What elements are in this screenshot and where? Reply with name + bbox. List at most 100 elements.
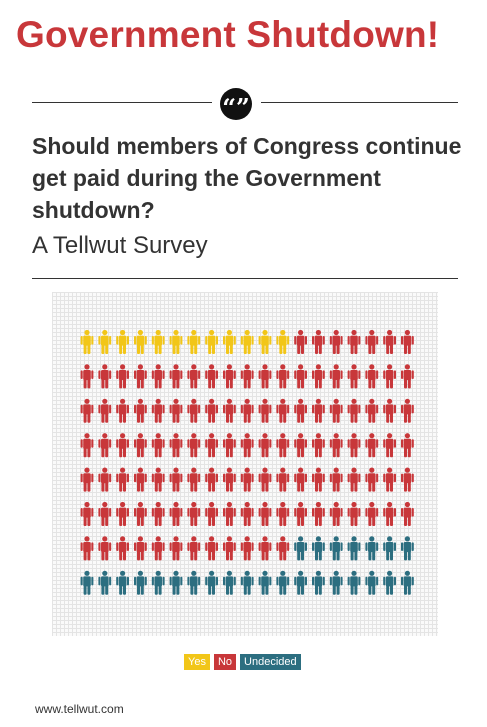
- person-icon-no: [383, 329, 396, 354]
- person-icon-no: [312, 433, 325, 458]
- person-icon-yes: [116, 329, 129, 354]
- person-icon-undecided: [347, 570, 361, 595]
- person-icon-undecided: [116, 570, 129, 595]
- person-icon-no: [401, 433, 414, 458]
- page-title: Government Shutdown!: [16, 14, 440, 55]
- person-icon-no: [365, 398, 379, 423]
- person-icon-no: [240, 398, 254, 423]
- person-icon-no: [312, 467, 325, 492]
- person-icon-yes: [223, 329, 236, 354]
- person-icon-no: [401, 398, 414, 423]
- person-icon-yes: [98, 329, 112, 354]
- person-icon-no: [116, 536, 129, 561]
- person-icon-no: [187, 467, 201, 492]
- person-icon-no: [205, 536, 218, 561]
- person-icon-no: [383, 364, 396, 389]
- person-icon-no: [169, 536, 183, 561]
- person-icon-no: [134, 501, 147, 526]
- pictograph-chart: [80, 329, 414, 595]
- person-icon-no: [134, 364, 147, 389]
- person-icon-undecided: [151, 570, 165, 595]
- person-icon-no: [401, 501, 414, 526]
- person-icon-no: [240, 536, 254, 561]
- person-icon-no: [383, 501, 396, 526]
- person-icon-no: [223, 433, 236, 458]
- person-icon-yes: [276, 329, 290, 354]
- person-icon-no: [205, 501, 218, 526]
- person-icon-no: [258, 536, 272, 561]
- person-icon-no: [347, 433, 361, 458]
- person-icon-undecided: [312, 570, 325, 595]
- person-icon-undecided: [187, 570, 201, 595]
- person-icon-no: [240, 433, 254, 458]
- legend-yes: Yes: [184, 654, 210, 670]
- person-icon-yes: [258, 329, 272, 354]
- person-icon-no: [80, 364, 94, 389]
- person-icon-no: [294, 467, 307, 492]
- person-icon-no: [98, 467, 112, 492]
- chart-legend: Yes No Undecided: [184, 654, 301, 670]
- person-icon-no: [347, 364, 361, 389]
- person-icon-no: [240, 364, 254, 389]
- person-icon-no: [116, 501, 129, 526]
- person-icon-no: [116, 433, 129, 458]
- person-icon-undecided: [401, 570, 414, 595]
- person-icon-undecided: [169, 570, 183, 595]
- legend-undecided: Undecided: [240, 654, 301, 670]
- person-icon-no: [365, 329, 379, 354]
- person-icon-no: [151, 433, 165, 458]
- person-icon-no: [383, 433, 396, 458]
- person-icon-no: [151, 364, 165, 389]
- person-icon-no: [240, 501, 254, 526]
- person-icon-no: [329, 467, 343, 492]
- person-icon-undecided: [383, 536, 396, 561]
- person-icon-no: [98, 501, 112, 526]
- person-icon-undecided: [365, 536, 379, 561]
- person-icon-no: [294, 433, 307, 458]
- person-icon-no: [80, 536, 94, 561]
- person-icon-undecided: [80, 570, 94, 595]
- person-icon-yes: [169, 329, 183, 354]
- person-icon-undecided: [383, 570, 396, 595]
- divider-bottom: [32, 278, 458, 279]
- person-icon-no: [294, 364, 307, 389]
- person-icon-no: [276, 467, 290, 492]
- person-icon-no: [80, 501, 94, 526]
- person-icon-no: [151, 501, 165, 526]
- person-icon-no: [116, 467, 129, 492]
- person-icon-no: [294, 398, 307, 423]
- survey-question: Should members of Congress continue get …: [32, 133, 462, 223]
- person-icon-undecided: [294, 536, 307, 561]
- person-icon-no: [258, 467, 272, 492]
- person-icon-no: [365, 501, 379, 526]
- person-icon-no: [98, 536, 112, 561]
- person-icon-no: [276, 536, 290, 561]
- person-icon-no: [169, 398, 183, 423]
- person-icon-no: [187, 501, 201, 526]
- person-icon-undecided: [401, 536, 414, 561]
- person-icon-no: [276, 501, 290, 526]
- quote-icon: “”: [220, 88, 252, 122]
- person-icon-no: [329, 501, 343, 526]
- person-icon-no: [383, 398, 396, 423]
- person-icon-no: [134, 433, 147, 458]
- legend-no: No: [213, 654, 237, 670]
- person-icon-no: [205, 433, 218, 458]
- person-icon-no: [240, 467, 254, 492]
- person-icon-no: [312, 364, 325, 389]
- person-icon-no: [80, 433, 94, 458]
- person-icon-no: [258, 501, 272, 526]
- person-icon-no: [329, 364, 343, 389]
- person-icon-no: [294, 329, 307, 354]
- person-icon-undecided: [347, 536, 361, 561]
- person-icon-undecided: [258, 570, 272, 595]
- person-icon-no: [401, 329, 414, 354]
- person-icon-undecided: [294, 570, 307, 595]
- person-icon-no: [365, 433, 379, 458]
- person-icon-yes: [240, 329, 254, 354]
- person-icon-no: [312, 398, 325, 423]
- person-icon-no: [383, 467, 396, 492]
- person-icon-no: [80, 398, 94, 423]
- footer-url[interactable]: www.tellwut.com: [35, 702, 124, 716]
- person-icon-no: [134, 398, 147, 423]
